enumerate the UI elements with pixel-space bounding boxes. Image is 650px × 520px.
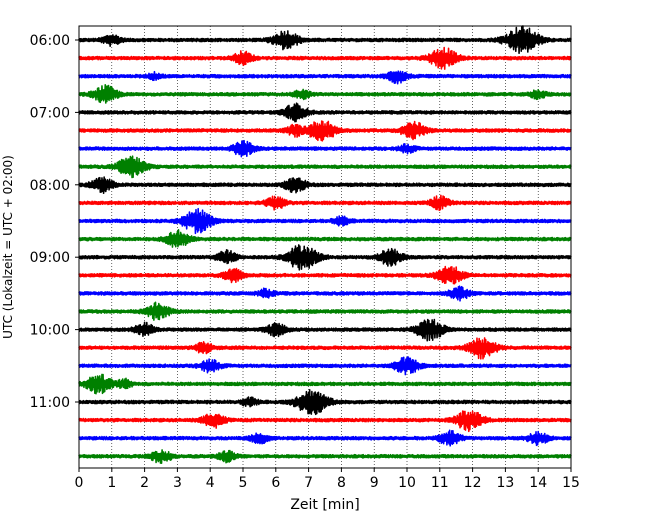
seismic-trace-row-22 bbox=[78, 429, 572, 447]
y-tick-label: 11:00 bbox=[30, 395, 70, 411]
seismic-trace-row-13 bbox=[78, 265, 572, 285]
seismic-trace-row-18 bbox=[78, 356, 572, 376]
seismic-trace-row-16 bbox=[78, 318, 572, 342]
seismic-trace-row-12 bbox=[78, 244, 572, 271]
x-tick-label: 0 bbox=[75, 475, 84, 491]
seismic-trace-row-20 bbox=[78, 388, 572, 416]
x-tick-label: 13 bbox=[496, 475, 514, 491]
seismic-trace-row-7 bbox=[78, 155, 572, 179]
x-tick-label: 7 bbox=[304, 475, 313, 491]
plot-frame bbox=[78, 25, 572, 469]
x-tick-label: 14 bbox=[529, 475, 547, 491]
x-tick-label: 1 bbox=[107, 475, 116, 491]
seismic-trace-row-1 bbox=[78, 46, 572, 70]
x-axis: 0 1 2 3 4 5 6 7 8 9 10 11 12 13 14 15 bbox=[75, 468, 580, 491]
x-tick-label: 5 bbox=[239, 475, 248, 491]
seismic-trace-row-10 bbox=[78, 207, 572, 235]
x-tick-label: 15 bbox=[562, 475, 580, 491]
seismic-trace-row-2 bbox=[78, 70, 572, 85]
seismic-trace-row-4 bbox=[78, 102, 572, 123]
seismic-trace-row-17 bbox=[78, 337, 572, 360]
y-tick-label: 10:00 bbox=[30, 323, 70, 339]
seismic-trace-row-23 bbox=[78, 449, 572, 465]
seismic-trace-row-5 bbox=[78, 120, 572, 142]
y-tick-label: 08:00 bbox=[30, 178, 70, 194]
y-tick-label: 07:00 bbox=[30, 105, 70, 121]
x-tick-label: 3 bbox=[173, 475, 182, 491]
x-tick-label: 2 bbox=[140, 475, 149, 491]
seismic-trace-row-14 bbox=[78, 285, 572, 302]
y-tick-label: 06:00 bbox=[30, 33, 70, 49]
seismic-trace-row-19 bbox=[78, 373, 572, 395]
y-axis: 06:00 07:00 08:00 09:00 10:00 11:00 bbox=[30, 33, 79, 411]
seismic-trace-row-6 bbox=[78, 139, 572, 158]
seismic-trace-row-8 bbox=[78, 176, 572, 195]
seismic-trace-row-0 bbox=[78, 25, 572, 55]
seismic-trace-row-21 bbox=[78, 410, 572, 433]
seismic-trace-row-9 bbox=[78, 194, 572, 212]
trace-rows bbox=[78, 25, 572, 465]
y-tick-label: 09:00 bbox=[30, 250, 70, 266]
x-tick-label: 10 bbox=[398, 475, 416, 491]
y-axis-label: UTC (Lokalzeit = UTC + 02:00) bbox=[1, 155, 15, 339]
x-axis-label: Zeit [min] bbox=[290, 497, 359, 513]
x-tick-label: 12 bbox=[464, 475, 482, 491]
x-tick-label: 6 bbox=[271, 475, 280, 491]
seismic-trace-row-15 bbox=[78, 301, 572, 321]
seismic-trace-row-11 bbox=[78, 229, 572, 248]
x-tick-label: 9 bbox=[370, 475, 379, 491]
x-tick-label: 8 bbox=[337, 475, 346, 491]
x-tick-label: 11 bbox=[431, 475, 449, 491]
x-tick-label: 4 bbox=[206, 475, 215, 491]
seismic-trace-row-3 bbox=[78, 83, 572, 104]
